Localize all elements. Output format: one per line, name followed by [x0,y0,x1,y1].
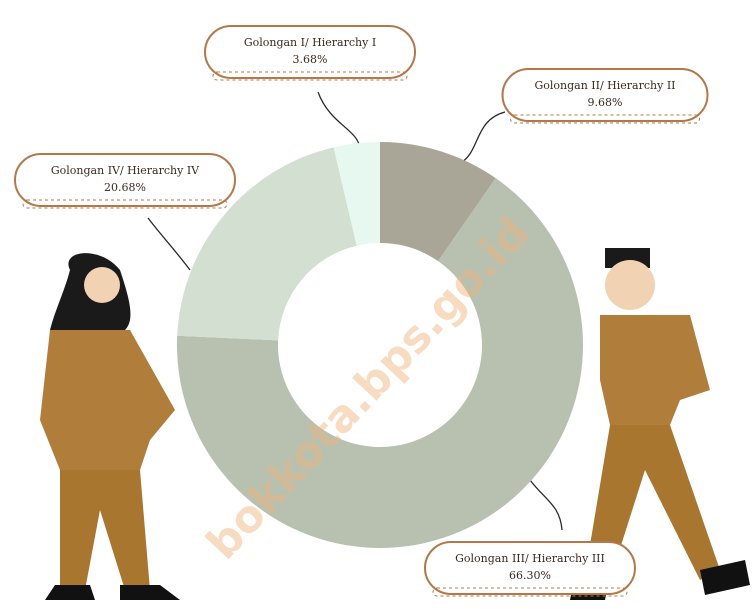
callout-label: Golongan III/ Hierarchy III [455,552,605,565]
callout-value: 9.68% [588,96,623,109]
arrow [530,480,562,530]
arrow [318,92,360,150]
infographic: Golongan II/ Hierarchy II9.68%Golongan I… [0,0,755,609]
callout-box [15,154,235,206]
callout-label: Golongan IV/ Hierarchy IV [51,164,200,177]
callout: Golongan II/ Hierarchy II 9.68% [503,69,708,123]
arrow [148,218,190,270]
callout-label: Golongan II/ Hierarchy II [534,79,675,92]
callout: Golongan III/ Hierarchy III 66.30% [425,542,635,596]
arrow [462,112,505,162]
callout-value: 3.68% [293,53,328,66]
callout-box [503,69,708,121]
callout: Golongan I/ Hierarchy I 3.68% [205,26,415,80]
callout-label: Golongan I/ Hierarchy I [244,36,376,49]
callout-box [425,542,635,594]
callout-value: 66.30% [509,569,551,582]
woman-figure [40,253,180,600]
callout-value: 20.68% [104,181,146,194]
callout-box [205,26,415,78]
callout: Golongan IV/ Hierarchy IV 20.68% [15,154,235,208]
